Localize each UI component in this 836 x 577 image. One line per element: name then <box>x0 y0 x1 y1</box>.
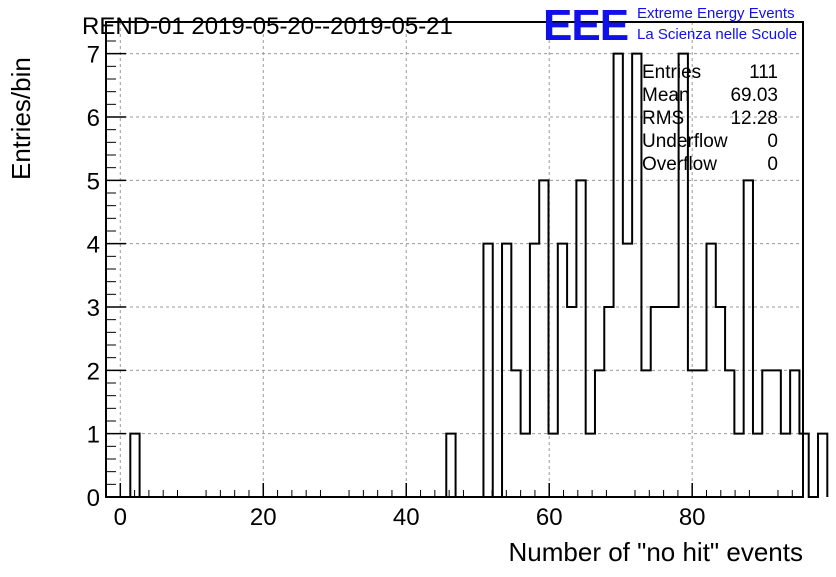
histogram-bin <box>567 307 576 497</box>
histogram-outline <box>129 52 829 498</box>
y-tick-label: 5 <box>87 168 100 195</box>
y-tick-label: 7 <box>87 42 100 69</box>
x-tick-label: 40 <box>393 504 420 531</box>
histogram-bin <box>521 434 530 497</box>
histogram-bin <box>604 307 613 497</box>
y-tick-label: 4 <box>87 232 100 259</box>
x-tick-label: 80 <box>679 504 706 531</box>
stats-label: Underflow <box>642 131 728 152</box>
plot-frame <box>105 21 804 498</box>
histogram-bin <box>446 434 455 497</box>
x-tick-label: 0 <box>114 504 127 531</box>
y-tick-label: 0 <box>87 485 100 512</box>
histogram-bin <box>799 434 808 497</box>
y-tick-label: 3 <box>87 295 100 322</box>
stats-value: 69.03 <box>730 85 778 106</box>
y-tick-label: 6 <box>87 105 100 132</box>
logo-mark: EEE <box>543 1 628 50</box>
y-axis-label: Entries/bin <box>6 57 36 180</box>
x-tick-label: 20 <box>250 504 277 531</box>
histogram-bin <box>660 307 669 497</box>
stats-label: Overflow <box>642 154 717 175</box>
histogram-bin <box>586 434 595 497</box>
histogram-bin <box>614 54 623 497</box>
stats-label: Mean <box>642 85 690 106</box>
axis-ticks <box>105 40 793 498</box>
x-axis-label: Number of "no hit" events <box>509 537 804 567</box>
stats-label: Entries <box>642 62 701 83</box>
stats-value: 12.28 <box>730 108 778 129</box>
histogram-bin <box>669 307 678 497</box>
logo-line2: La Scienza nelle Scuole <box>637 26 797 43</box>
histogram-bin <box>753 434 762 497</box>
histogram-bin <box>130 434 139 497</box>
histogram-bin <box>632 54 641 497</box>
histogram-bin <box>781 434 790 497</box>
axis-tick-labels: 0 20 40 60 80 0 1 2 3 4 5 6 7 <box>87 42 706 531</box>
histogram-bin <box>651 307 660 497</box>
grid <box>106 22 803 498</box>
x-tick-label: 60 <box>536 504 563 531</box>
stats-value: 0 <box>767 154 778 175</box>
y-tick-label: 1 <box>87 422 100 449</box>
eee-logo: EEE Extreme Energy Events La Scienza nel… <box>543 1 797 50</box>
y-tick-label: 2 <box>87 358 100 385</box>
histogram-bin <box>539 180 548 497</box>
histogram-bin <box>576 180 585 497</box>
stats-value: 111 <box>749 62 778 83</box>
histogram-bin <box>734 434 743 497</box>
histogram-bin <box>716 307 725 497</box>
stats-label: RMS <box>642 108 684 129</box>
histogram-bars <box>129 52 829 498</box>
histogram-bin <box>818 434 827 497</box>
stats-value: 0 <box>767 131 778 152</box>
histogram-bin <box>744 180 753 497</box>
logo-line1: Extreme Energy Events <box>637 5 795 22</box>
chart-title: REND-01 2019-05-20--2019-05-21 <box>82 13 453 40</box>
